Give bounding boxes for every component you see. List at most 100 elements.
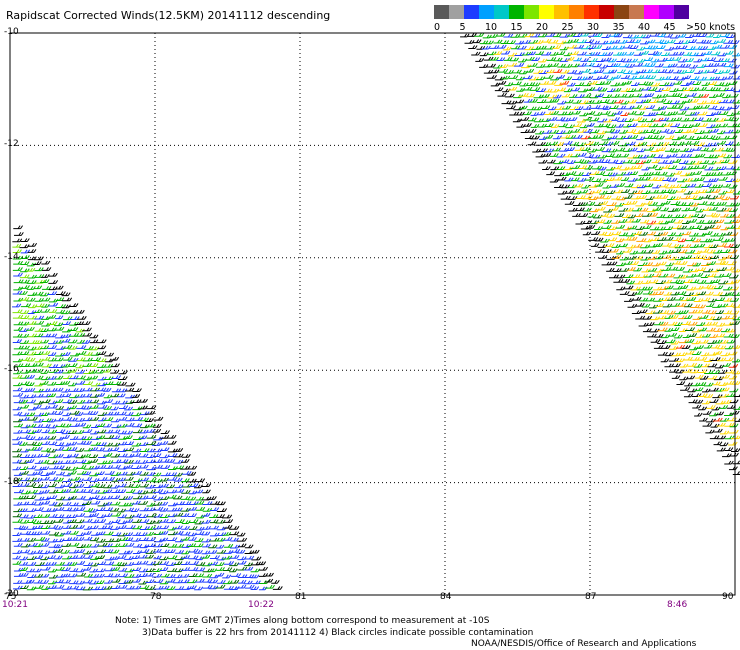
wind-barb xyxy=(641,280,652,284)
wind-barb xyxy=(26,568,36,573)
wind-barb xyxy=(167,555,178,560)
wind-barb xyxy=(201,519,211,524)
wind-barb xyxy=(672,69,682,74)
wind-barb xyxy=(208,550,218,554)
wind-barb xyxy=(606,267,615,272)
colorbar-label: 15 xyxy=(510,22,523,33)
wind-barb xyxy=(526,93,536,98)
wind-barb xyxy=(83,531,92,535)
wind-barb xyxy=(646,39,656,44)
wind-barb xyxy=(146,472,156,476)
wind-barb xyxy=(111,495,121,500)
wind-barb xyxy=(709,244,719,249)
wind-barb xyxy=(665,352,675,357)
wind-barb xyxy=(159,556,169,561)
wind-barb xyxy=(111,375,122,379)
wind-barb xyxy=(617,69,626,74)
wind-barb xyxy=(131,452,142,457)
wind-barb xyxy=(553,69,563,73)
wind-barb xyxy=(570,165,581,169)
wind-barb xyxy=(708,387,719,392)
wind-barb xyxy=(48,543,59,548)
wind-barb xyxy=(527,51,536,56)
wind-barb xyxy=(590,117,600,122)
wind-barb xyxy=(600,123,611,128)
wind-barb xyxy=(54,357,64,362)
wind-barb xyxy=(659,183,670,188)
wind-barb xyxy=(682,75,692,80)
wind-barb xyxy=(34,333,44,338)
wind-barb xyxy=(40,380,49,385)
wind-barb xyxy=(13,525,25,530)
wind-barb xyxy=(724,460,734,465)
wind-barb xyxy=(27,519,37,523)
wind-barb xyxy=(619,63,630,68)
wind-barb xyxy=(508,62,518,67)
wind-barb xyxy=(173,525,183,530)
wind-barb xyxy=(12,436,22,441)
wind-barb xyxy=(83,507,94,512)
wind-barb xyxy=(639,309,648,314)
wind-barb xyxy=(41,429,51,434)
wind-barb xyxy=(572,110,581,115)
latitude-tick-label: -14 xyxy=(4,251,19,262)
wind-barb xyxy=(538,58,548,63)
wind-barb xyxy=(75,513,86,517)
wind-barb xyxy=(719,44,731,49)
wind-barb xyxy=(146,405,157,410)
wind-barb xyxy=(48,574,58,579)
wind-barb xyxy=(658,69,668,73)
wind-barb xyxy=(567,160,576,164)
longitude-tick-label: 84 xyxy=(440,592,452,602)
wind-barb xyxy=(701,400,711,405)
wind-barb xyxy=(639,297,649,302)
wind-barb xyxy=(558,123,569,128)
wind-barb xyxy=(41,500,51,505)
wind-barb xyxy=(118,584,128,589)
wind-barb xyxy=(659,82,670,87)
wind-barb xyxy=(712,428,723,433)
longitude-tick-label: 81 xyxy=(295,592,307,602)
wind-barb xyxy=(68,536,79,541)
wind-barb xyxy=(236,584,247,589)
wind-barb xyxy=(634,111,645,116)
wind-barb xyxy=(195,573,205,578)
wind-barb xyxy=(75,412,84,416)
wind-barb xyxy=(673,334,683,339)
wind-barb xyxy=(125,382,136,387)
wind-barb xyxy=(20,470,29,475)
wind-barb xyxy=(12,441,23,445)
wind-barb xyxy=(662,279,673,284)
wind-barb xyxy=(55,442,65,446)
wind-barb xyxy=(174,484,184,489)
wind-barb xyxy=(657,159,668,164)
wind-barb xyxy=(672,93,683,97)
wind-barb xyxy=(722,310,733,315)
wind-barb xyxy=(194,478,206,483)
wind-barb xyxy=(646,153,656,158)
wind-barb xyxy=(580,32,590,37)
wind-barb xyxy=(624,183,634,188)
wind-barb xyxy=(627,266,636,271)
wind-barb xyxy=(111,578,121,583)
wind-barb xyxy=(637,195,648,199)
wind-barb xyxy=(34,562,45,566)
wind-barb xyxy=(132,423,143,428)
wind-barb xyxy=(110,501,121,506)
wind-barb xyxy=(76,357,86,362)
wind-barb xyxy=(12,238,23,243)
wind-barb xyxy=(181,454,191,458)
wind-barb xyxy=(721,374,730,379)
wind-barb xyxy=(474,32,485,37)
wind-barb xyxy=(54,326,65,331)
wind-barb xyxy=(180,573,190,578)
wind-barb xyxy=(660,207,669,212)
wind-barb xyxy=(706,261,717,265)
wind-barb xyxy=(132,578,142,583)
wind-barb xyxy=(607,135,618,140)
wind-barb xyxy=(47,410,58,415)
wind-barb xyxy=(602,106,612,110)
wind-barb xyxy=(61,543,72,547)
wind-barb xyxy=(598,231,608,236)
wind-barb xyxy=(20,315,30,319)
